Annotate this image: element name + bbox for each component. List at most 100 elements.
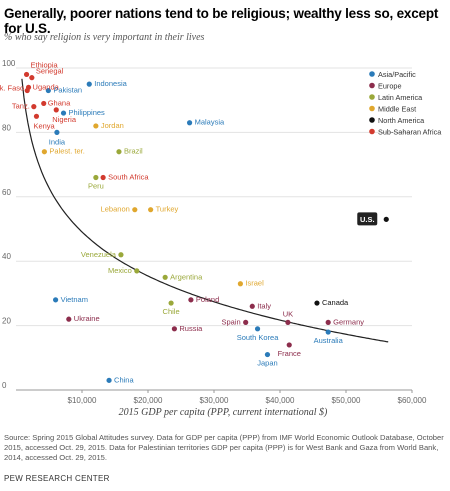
y-tick-label: 100	[2, 59, 16, 68]
x-tick-label: $40,000	[266, 396, 295, 405]
label-jordan: Jordan	[101, 121, 124, 130]
label-canada: Canada	[322, 298, 349, 307]
label-south-korea: South Korea	[237, 333, 280, 342]
y-axis: 0 20 40 60 80 100	[2, 59, 16, 390]
point-senegal	[29, 75, 35, 81]
label-u-s: U.S.	[360, 215, 375, 224]
point-spain	[243, 319, 249, 325]
point-pakistan	[45, 87, 51, 94]
point-vietnam	[53, 297, 59, 303]
legend-marker-latin-america	[369, 94, 375, 100]
label-japan: Japan	[257, 359, 277, 368]
point-venezuela	[118, 252, 124, 258]
label-malaysia: Malaysia	[195, 118, 225, 127]
label-us-badge: U.S.	[357, 212, 378, 226]
label-ukraine: Ukraine	[74, 314, 100, 323]
x-tick-label: $60,000	[398, 396, 427, 405]
us-badge-bg	[357, 212, 378, 226]
label-south-africa: South Africa	[108, 172, 149, 181]
legend-marker-asia-pacific	[369, 71, 375, 77]
label-turkey: Turkey	[156, 205, 179, 214]
label-russia: Russia	[179, 324, 203, 333]
point-argentina	[162, 274, 168, 280]
label-uk: UK	[283, 309, 293, 318]
point-ukraine	[66, 316, 72, 322]
data-points	[23, 71, 389, 383]
label-argentina: Argentina	[170, 272, 203, 281]
legend-label-middle-east: Middle East	[378, 105, 416, 114]
label-burk-faso: Burk. Faso	[0, 84, 24, 93]
label-china: China	[114, 375, 134, 384]
label-australia: Australia	[314, 336, 344, 345]
point-germany	[325, 319, 331, 325]
point-tanz	[31, 104, 37, 110]
point-uk	[285, 319, 291, 325]
y-tick-label: 40	[2, 252, 11, 261]
label-ethiopia: Ethiopia	[31, 60, 59, 69]
legend-marker-middle-east	[369, 105, 375, 112]
point-turkey	[148, 207, 154, 213]
label-france: France	[278, 349, 301, 358]
label-brazil: Brazil	[124, 147, 143, 156]
label-lebanon: Lebanon	[101, 205, 130, 214]
point-poland	[188, 297, 194, 303]
label-venezuela: Venezuela	[81, 250, 117, 259]
label-poland: Poland	[196, 295, 219, 304]
label-tanz: Tanz.	[12, 102, 30, 111]
x-tick-label: $20,000	[134, 396, 163, 405]
label-mexico: Mexico	[108, 266, 132, 275]
label-senegal: Senegal	[36, 67, 64, 76]
label-uganda: Uganda	[33, 82, 60, 91]
legend: Asia/Pacific Europe Latin America Middle Ea…	[369, 70, 442, 137]
label-kenya: Kenya	[33, 121, 55, 130]
point-kenya	[33, 113, 40, 119]
legend-label-europe: Europe	[378, 82, 402, 91]
legend-label-sub-saharan-africa: Sub-Saharan Africa	[378, 128, 442, 137]
label-chile: Chile	[163, 307, 180, 316]
point-japan	[264, 351, 271, 358]
y-tick-label: 20	[2, 317, 11, 326]
point-canada	[314, 300, 320, 306]
x-tick-label: $30,000	[200, 396, 229, 405]
x-axis-title: 2015 GDP per capita (PPP, current intern…	[119, 407, 328, 418]
point-brazil	[116, 149, 122, 155]
point-ghana	[41, 100, 47, 107]
point-malaysia	[186, 120, 193, 126]
label-palest-ter: Palest. ter.	[49, 147, 84, 156]
source-note: Source: Spring 2015 Global Attitudes sur…	[4, 433, 444, 463]
label-india: India	[49, 137, 66, 146]
point-philippines	[60, 110, 67, 116]
point-nigeria	[53, 107, 59, 113]
point-india	[54, 129, 60, 135]
label-spain: Spain	[221, 317, 240, 326]
y-tick-label: 80	[2, 123, 11, 132]
point-lebanon	[132, 207, 138, 213]
point-palest-ter	[41, 149, 47, 155]
point-china	[106, 377, 112, 383]
label-germany: Germany	[333, 317, 364, 326]
point-peru	[93, 174, 99, 181]
scatter-chart: 0 20 40 60 80 100 $10,000 $20,000 $30,000 $40,00…	[0, 59, 442, 418]
point-uganda	[25, 84, 32, 90]
brand-footer: PEW RESEARCH CENTER	[4, 474, 110, 483]
legend-label-latin-america: Latin America	[378, 93, 423, 102]
legend-label-north-america: North America	[378, 116, 425, 125]
point-indonesia	[86, 81, 92, 87]
y-tick-label: 60	[2, 188, 11, 197]
point-jordan	[93, 123, 99, 129]
point-italy	[249, 303, 255, 309]
point-u-s	[383, 216, 389, 222]
chart-title: Generally, poorer nations tend to be rel…	[4, 6, 439, 36]
point-south-africa	[100, 174, 106, 181]
chart-subtitle: % who say religion is very important in …	[4, 32, 205, 43]
point-israel	[237, 281, 243, 287]
point-chile	[168, 300, 174, 306]
label-pakistan: Pakistan	[53, 86, 82, 95]
label-nigeria: Nigeria	[52, 115, 77, 124]
label-indonesia: Indonesia	[94, 79, 127, 88]
x-tick-label: $50,000	[332, 396, 361, 405]
point-south-korea	[254, 326, 261, 332]
point-mexico	[134, 268, 140, 274]
point-russia	[171, 326, 177, 332]
